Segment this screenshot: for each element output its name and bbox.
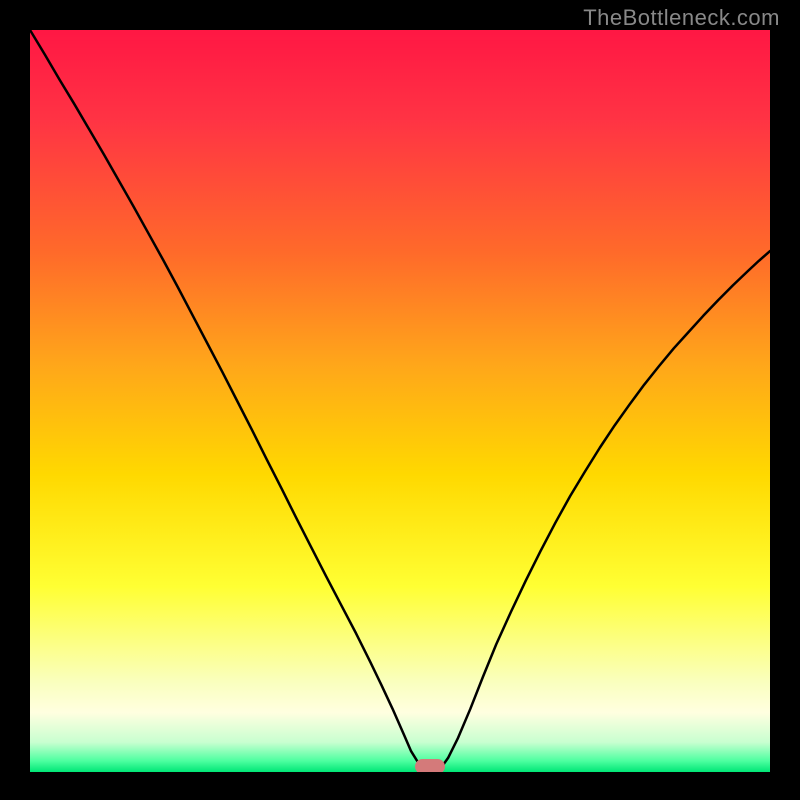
bottleneck-curve [30,30,770,772]
curve-path [30,30,770,772]
plot-area [30,30,770,772]
watermark-text: TheBottleneck.com [583,5,780,31]
minimum-marker [415,759,445,772]
